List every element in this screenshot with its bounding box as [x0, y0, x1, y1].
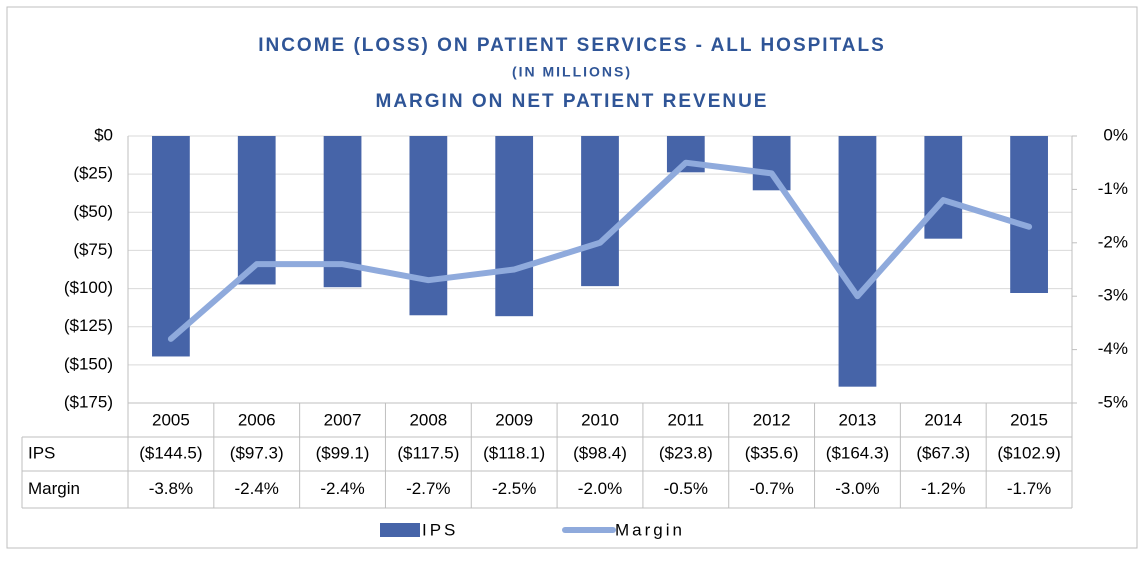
chart-subtitle: (IN MILLIONS)	[512, 64, 632, 80]
y2-tick-label: -5%	[1098, 392, 1128, 411]
bar	[752, 136, 791, 191]
x-tick-label: 2009	[495, 410, 533, 429]
table-cell: -1.2%	[921, 479, 965, 498]
bar	[838, 136, 877, 387]
x-tick-label: 2011	[668, 410, 705, 429]
table-cell: -3.0%	[835, 479, 879, 498]
x-tick-label: 2012	[753, 410, 791, 429]
x-tick-label: 2007	[324, 410, 362, 429]
table-cell: -0.5%	[664, 479, 708, 498]
table-cell: ($117.5)	[397, 443, 459, 462]
table-cell: -2.5%	[492, 479, 536, 498]
y-tick-label: $0	[94, 125, 113, 144]
bar	[1010, 136, 1048, 293]
chart-subtitle: MARGIN ON NET PATIENT REVENUE	[376, 91, 769, 112]
x-tick-label: 2006	[238, 410, 276, 429]
bar	[152, 136, 190, 357]
x-tick-label: 2010	[581, 410, 619, 429]
legend-label: IPS	[422, 520, 458, 539]
table-cell: ($23.8)	[659, 443, 713, 462]
table-cell: ($99.1)	[316, 443, 370, 462]
table-cell: -3.8%	[149, 479, 193, 498]
y2-tick-label: -1%	[1098, 179, 1128, 198]
bar	[581, 136, 619, 287]
table-cell: -1.7%	[1007, 479, 1051, 498]
table-row-label: Margin	[28, 479, 80, 498]
x-tick-label: 2014	[924, 410, 962, 429]
y-tick-label: ($50)	[73, 202, 113, 221]
table-cell: -2.4%	[235, 479, 279, 498]
x-tick-label: 2008	[409, 410, 447, 429]
table-cell: -0.7%	[749, 479, 793, 498]
chart-frame	[6, 6, 1138, 549]
legend-label: Margin	[615, 520, 685, 539]
x-tick-label: 2013	[839, 410, 877, 429]
x-tick-label: 2015	[1010, 410, 1048, 429]
line	[167, 159, 1033, 342]
bar	[924, 136, 963, 239]
chart-title: INCOME (LOSS) ON PATIENT SERVICES - ALL …	[258, 35, 886, 56]
table-cell: ($164.3)	[826, 443, 889, 462]
y-tick-label: ($100)	[64, 278, 113, 297]
bar	[409, 136, 448, 316]
table-cell: ($98.4)	[573, 443, 627, 462]
table-cell: -2.4%	[320, 479, 364, 498]
bar	[237, 136, 276, 285]
table-row-label: IPS	[28, 443, 55, 462]
table-cell: ($102.9)	[997, 443, 1060, 462]
y-tick-label: ($25)	[73, 164, 113, 183]
table-cell: -2.0%	[578, 479, 622, 498]
table-cell: ($35.6)	[745, 443, 799, 462]
table-cell: ($67.3)	[916, 443, 970, 462]
y2-tick-label: -3%	[1098, 286, 1128, 305]
table-cell: ($97.3)	[230, 443, 284, 462]
table-cell: -2.7%	[406, 479, 450, 498]
table-cell: ($118.1)	[483, 443, 545, 462]
x-tick-label: 2005	[152, 410, 190, 429]
bar	[495, 136, 534, 317]
y-tick-label: ($150)	[64, 354, 113, 373]
y-tick-label: ($75)	[73, 240, 113, 259]
y-tick-label: ($125)	[64, 316, 113, 335]
y2-tick-label: 0%	[1103, 125, 1128, 144]
y2-tick-label: -4%	[1098, 339, 1128, 358]
legend-swatch	[380, 523, 420, 537]
y-tick-label: ($175)	[64, 392, 113, 411]
table-cell: ($144.5)	[139, 443, 202, 462]
y2-tick-label: -2%	[1098, 232, 1128, 251]
